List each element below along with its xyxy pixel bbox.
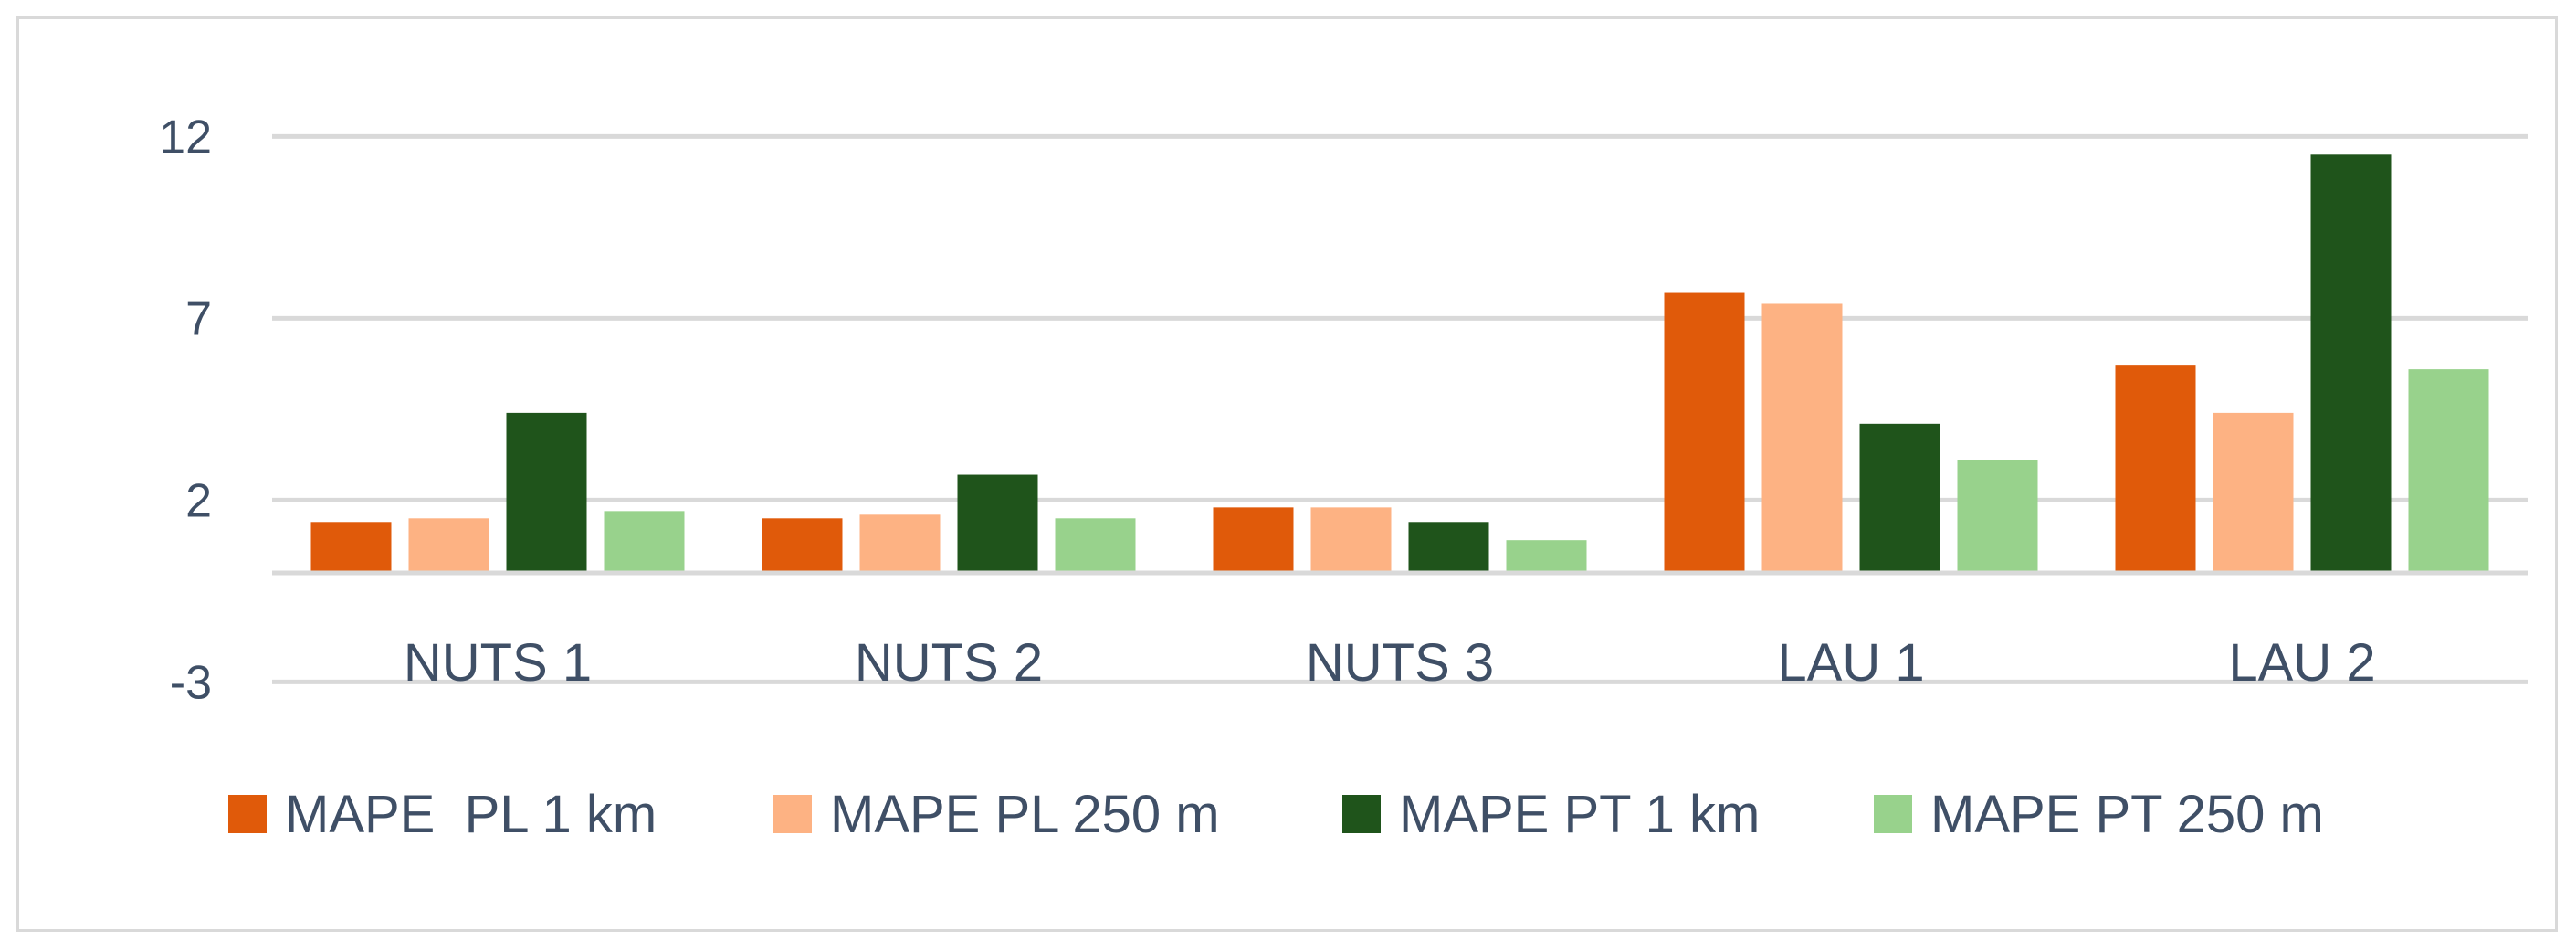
- category-labels: NUTS 1 NUTS 2 NUTS 3 LAU 1 LAU 2: [404, 633, 2376, 693]
- legend-label: MAPE PT 1 km: [1399, 785, 1760, 844]
- bar: [2310, 154, 2392, 574]
- category-label: LAU 2: [2228, 633, 2375, 693]
- bars: [310, 154, 2489, 574]
- bar: [957, 474, 1038, 573]
- bar: [1506, 540, 1587, 573]
- legend-label: MAPE PT 250 m: [1930, 785, 2324, 844]
- category-label: LAU 1: [1777, 633, 1924, 693]
- category-label: NUTS 1: [404, 633, 592, 693]
- bar: [1761, 303, 1843, 573]
- bar: [2408, 369, 2489, 573]
- legend-swatch: [1342, 795, 1381, 833]
- bar: [310, 522, 392, 573]
- bar: [1213, 507, 1294, 573]
- y-tick-label: 12: [159, 111, 212, 164]
- bar: [859, 514, 941, 573]
- bar: [1408, 522, 1489, 573]
- bar: [1664, 292, 1745, 573]
- legend-label: MAPE PL 250 m: [830, 785, 1220, 844]
- legend-swatch: [1874, 795, 1912, 833]
- category-label: NUTS 3: [1306, 633, 1494, 693]
- bar: [762, 518, 843, 573]
- bar: [2213, 412, 2294, 573]
- legend: MAPE PL 1 km MAPE PL 250 m MAPE PT 1 km MAP…: [228, 785, 2324, 844]
- legend-swatch: [773, 795, 812, 833]
- bar: [2115, 365, 2196, 573]
- bar: [408, 518, 489, 573]
- bar: [1055, 518, 1136, 573]
- category-label: NUTS 2: [855, 633, 1043, 693]
- y-tick-label: -3: [170, 656, 212, 709]
- y-axis-ticks: 12 7 2 -3: [159, 111, 212, 709]
- bar: [506, 412, 587, 573]
- bar: [1957, 460, 2038, 573]
- bar: [1310, 507, 1392, 573]
- gridlines: [272, 133, 2528, 684]
- y-tick-label: 2: [185, 474, 212, 527]
- bar: [604, 511, 685, 573]
- bar: [1859, 423, 1940, 573]
- y-tick-label: 7: [185, 292, 212, 345]
- legend-label: MAPE PL 1 km: [285, 785, 657, 844]
- legend-swatch: [228, 795, 267, 833]
